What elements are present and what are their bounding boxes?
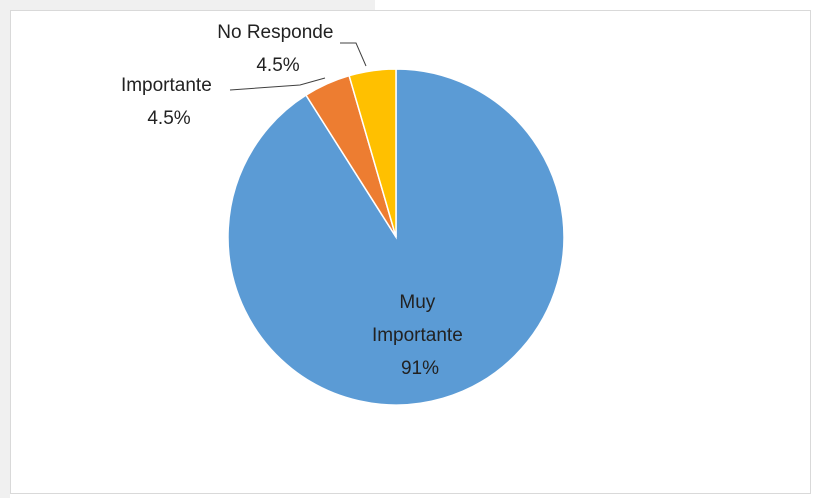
data-label-muy-importante-line2: Importante: [372, 325, 463, 346]
pie-slice-no-responde[interactable]: [348, 68, 397, 238]
data-label-no-responde: No Responde 4.5%: [217, 22, 338, 76]
data-label-muy-importante-line1: Muy: [399, 292, 435, 313]
data-label-no-responde-line2: 4.5%: [256, 55, 299, 76]
data-label-importante: Importante 4.5%: [121, 75, 217, 129]
data-label-importante-line2: 4.5%: [147, 108, 190, 129]
sheet-tab-strip: [0, 0, 375, 10]
leader-line-importante: [229, 77, 326, 91]
pie-slices: [227, 68, 565, 406]
leader-line-no-responde: [340, 42, 367, 67]
leader-lines: [229, 42, 367, 91]
sheet-edge: [0, 0, 10, 498]
data-label-importante-line1: Importante: [121, 75, 212, 96]
data-label-no-responde-line1: No Responde: [217, 22, 333, 43]
data-label-muy-importante-line3: 91%: [401, 358, 439, 379]
data-label-muy-importante: Muy Importante 91%: [372, 292, 468, 379]
